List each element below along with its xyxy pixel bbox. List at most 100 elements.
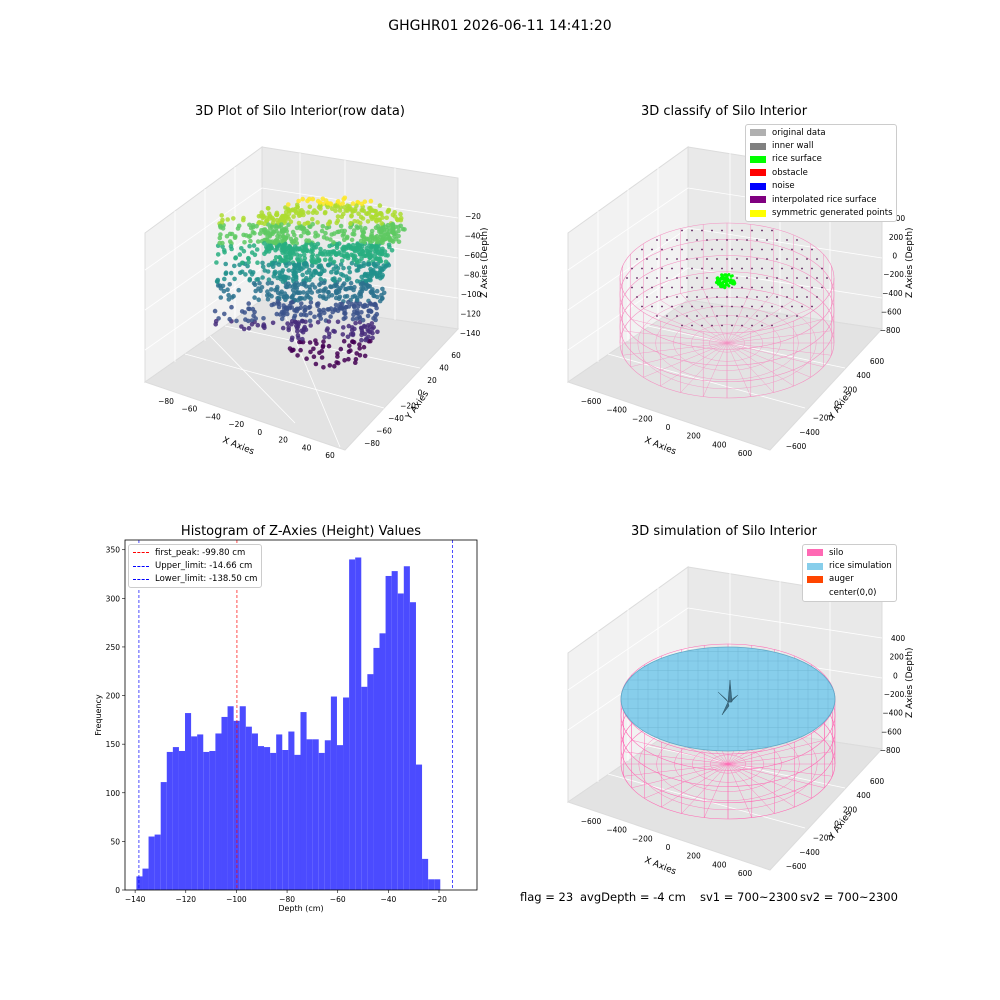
raw-data-point	[294, 210, 299, 216]
raw-data-point	[334, 245, 340, 251]
raw-data-point	[294, 323, 299, 329]
raw-data-point	[331, 240, 336, 245]
raw-data-point	[364, 278, 369, 284]
raw-y-tick: −20	[400, 401, 416, 410]
raw-data-point	[322, 268, 327, 274]
raw-data-point	[275, 284, 280, 290]
interpolated-point	[786, 239, 788, 241]
raw-data-point	[310, 210, 316, 215]
raw-data-point	[379, 268, 385, 273]
raw-data-point	[361, 260, 367, 266]
interpolated-point	[636, 258, 638, 260]
raw-y-tick: −80	[364, 439, 380, 448]
interpolated-point	[721, 248, 723, 251]
classify-legend-swatch	[750, 142, 766, 150]
interpolated-point	[766, 277, 768, 279]
raw-data-point	[267, 239, 272, 244]
raw-data-point	[284, 308, 290, 313]
raw-data-point	[343, 304, 349, 310]
raw-data-point	[219, 213, 224, 218]
raw-data-point	[338, 285, 343, 291]
raw-data-point	[315, 253, 320, 259]
histogram-bar	[209, 750, 216, 890]
classify-x-tick: 200	[687, 432, 702, 441]
raw-data-point	[236, 223, 242, 229]
raw-data-point	[296, 198, 301, 204]
raw-data-point	[229, 295, 235, 300]
auger-shape	[717, 679, 739, 716]
interpolated-point	[691, 324, 693, 327]
raw-data-point	[257, 280, 262, 286]
raw-data-point	[225, 217, 230, 222]
raw-data-point	[319, 355, 325, 360]
raw-data-point	[382, 232, 387, 238]
raw-data-point	[390, 223, 395, 228]
raw-data-point	[262, 251, 267, 257]
raw-data-point	[395, 217, 401, 223]
raw-data-point	[260, 260, 265, 266]
raw-data-point	[375, 294, 380, 300]
interpolated-point	[796, 315, 798, 317]
raw-data-point	[326, 319, 332, 324]
interpolated-point	[796, 258, 798, 260]
raw-data-point	[363, 337, 369, 343]
raw-data-point	[318, 263, 324, 268]
raw-data-point	[316, 258, 322, 263]
raw-data-point	[302, 221, 308, 227]
raw-y-tick: 20	[427, 376, 437, 385]
interpolated-point	[701, 248, 703, 251]
classify-y-tick: −200	[813, 414, 834, 423]
interpolated-point	[811, 305, 813, 308]
interpolated-point	[791, 286, 793, 289]
interpolated-point	[686, 277, 688, 279]
interpolated-point	[731, 248, 733, 251]
raw-data-point	[374, 288, 380, 294]
raw-data-point	[262, 227, 268, 232]
interpolated-point	[646, 277, 648, 279]
raw-data-point	[289, 321, 294, 327]
raw-data-point	[374, 274, 380, 280]
auger-fold	[727, 679, 733, 703]
raw-data-point	[270, 215, 275, 221]
interpolated-point	[726, 315, 728, 317]
raw-data-point	[368, 289, 374, 295]
histogram-bar	[324, 740, 331, 890]
raw-data-point	[326, 262, 332, 268]
interpolated-point	[781, 248, 783, 251]
raw-data-point	[381, 290, 387, 296]
histogram-legend-item: Lower_limit: -138.50 cm	[129, 573, 261, 586]
simulation-y-tick: 600	[870, 777, 885, 786]
interpolated-point	[736, 315, 738, 317]
raw-data-point	[354, 351, 360, 356]
interpolated-point	[786, 315, 788, 317]
raw-data-point	[253, 288, 258, 294]
raw-data-point	[222, 311, 227, 317]
histogram-bar	[367, 674, 374, 890]
interpolated-point	[776, 239, 778, 241]
figure-title: GHGHR01 2026-06-11 14:41:20	[388, 18, 612, 34]
sv2-text: sv2 = 700~2300	[800, 890, 898, 904]
interpolated-point	[661, 248, 663, 251]
histogram-title: Histogram of Z-Axies (Height) Values	[180, 524, 422, 539]
raw-data-point	[307, 224, 312, 229]
raw-data-point	[251, 243, 257, 248]
simulation-x-tick: −400	[606, 826, 627, 835]
histogram-y-label: Frequency	[94, 694, 103, 736]
raw-data-point	[339, 272, 344, 277]
simulation-silo-floor-ring	[709, 754, 747, 774]
interpolated-point	[721, 267, 723, 270]
raw-data-point	[301, 209, 306, 215]
raw-data-point	[321, 339, 326, 344]
interpolated-point	[786, 258, 788, 260]
interpolated-point	[631, 286, 633, 289]
classify-legend-swatch	[750, 182, 766, 190]
raw-data-point	[344, 235, 350, 241]
interpolated-point	[706, 277, 708, 279]
raw-data-point	[300, 196, 306, 202]
raw-data-point	[327, 363, 333, 368]
histogram-bar	[221, 716, 228, 890]
raw-data-point	[350, 332, 356, 338]
interpolated-point	[691, 267, 693, 270]
interpolated-point	[696, 296, 698, 298]
simulation-plot-title: 3D simulation of Silo Interior	[631, 524, 817, 539]
